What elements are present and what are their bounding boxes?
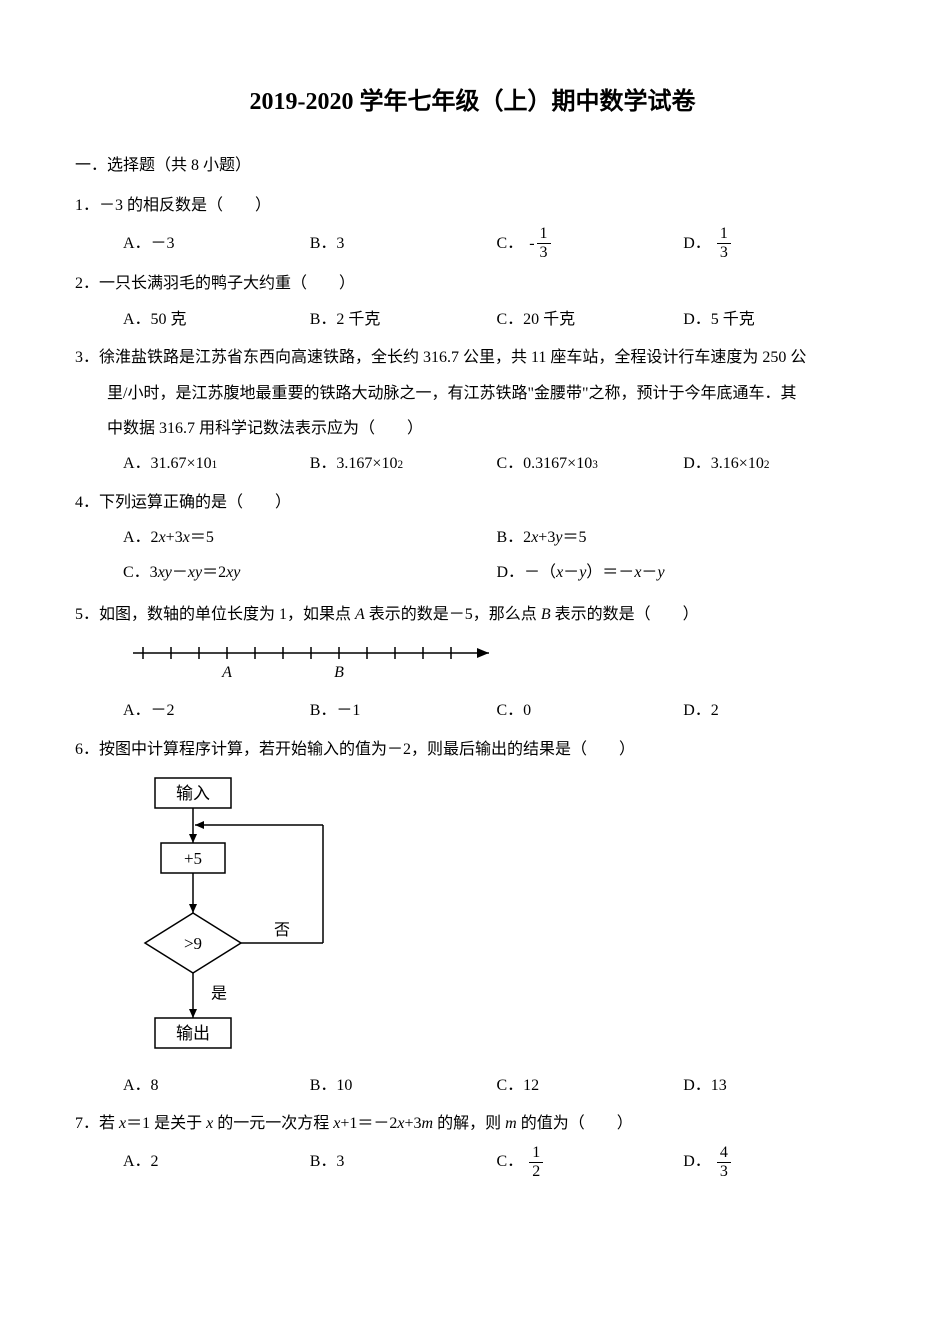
svg-text:A: A [221,664,232,681]
q7-opt-b: B．3 [310,1147,497,1177]
q6-stem: 6．按图中计算程序计算，若开始输入的值为－2，则最后输出的结果是（ ） [75,735,870,765]
q7-opt-c: C． 1 2 [497,1145,684,1180]
q3-opt-b: B．3.167×102 [310,449,497,479]
question-5: 5．如图，数轴的单位长度为 1，如果点 A 表示的数是－5，那么点 B 表示的数… [75,600,870,727]
question-1: 1．－3 的相反数是（ ） A．－3 B．3 C． - 1 3 D． 1 3 [75,191,870,261]
question-6: 6．按图中计算程序计算，若开始输入的值为－2，则最后输出的结果是（ ） 输入 +5… [75,735,870,1102]
q6-opt-b: B．10 [310,1071,497,1101]
q7-opt-a: A．2 [123,1147,310,1177]
q2-opt-c: C．20 千克 [497,305,684,335]
q5-opt-c: C．0 [497,696,684,726]
q1-d-label: D． [683,229,711,259]
q3-a-text: A．31.67×10 [123,449,212,479]
q5-stem: 5．如图，数轴的单位长度为 1，如果点 A 表示的数是－5，那么点 B 表示的数… [75,600,870,630]
q3-options: A．31.67×101 B．3.167×102 C．0.3167×103 D．3… [75,449,870,479]
numerator: 1 [717,226,731,244]
q6-opt-d: D．13 [683,1071,870,1101]
numerator: 1 [537,226,551,244]
q1-stem: 1．－3 的相反数是（ ） [75,191,870,221]
denominator: 2 [529,1163,543,1180]
denominator: 3 [537,244,551,261]
svg-text:输出: 输出 [176,1024,210,1043]
numerator: 1 [529,1145,543,1163]
q3-opt-d: D．3.16×102 [683,449,870,479]
q7-d-label: D． [683,1147,711,1177]
q4-opt-b: B．2x+3y＝5 [497,523,871,553]
q1-options: A．－3 B．3 C． - 1 3 D． 1 3 [75,226,870,261]
q6-options: A．8 B．10 C．12 D．13 [75,1071,870,1101]
svg-text:B: B [334,664,344,681]
q4-opt-c: C．3xy－xy＝2xy [123,558,497,588]
q1-opt-c: C． - 1 3 [497,226,684,261]
svg-text:输入: 输入 [176,784,210,803]
q5-opt-d: D．2 [683,696,870,726]
fraction: 1 3 [717,226,731,261]
q3-stem-2: 里/小时，是江苏腹地最重要的铁路大动脉之一，有江苏铁路"金腰带"之称，预计于今年… [75,379,870,409]
q1-c-label: C． [497,229,524,259]
number-line-svg: AB [123,638,503,688]
q7-c-label: C． [497,1147,524,1177]
q5-opt-a: A．－2 [123,696,310,726]
fraction: 1 3 [537,226,551,261]
q4-opt-d: D．－（x－y）＝－x－y [497,558,871,588]
denominator: 3 [717,1163,731,1180]
q3-opt-a: A．31.67×101 [123,449,310,479]
exam-title: 2019-2020 学年七年级（上）期中数学试卷 [75,80,870,126]
q3-stem-3: 中数据 316.7 用科学记数法表示应为（ ） [75,414,870,444]
q5-options: A．－2 B．－1 C．0 D．2 [75,696,870,726]
numerator: 4 [717,1145,731,1163]
flowchart-svg: 输入 +5 >9 否是输出 [123,773,353,1063]
q3-b-text: B．3.167×10 [310,449,398,479]
q3-d-text: D．3.16×10 [683,449,764,479]
q7-opt-d: D． 4 3 [683,1145,870,1180]
section-heading: 一．选择题（共 8 小题） [75,151,870,181]
svg-text:是: 是 [211,986,227,1003]
minus-sign: - [529,229,534,259]
fraction: 4 3 [717,1145,731,1180]
q1-opt-b: B．3 [310,229,497,259]
q6-opt-a: A．8 [123,1071,310,1101]
q3-opt-c: C．0.3167×103 [497,449,684,479]
q1-opt-d: D． 1 3 [683,226,870,261]
q7-options: A．2 B．3 C． 1 2 D． 4 3 [75,1145,870,1180]
q6-figure: 输入 +5 >9 否是输出 [75,773,870,1063]
q6-opt-c: C．12 [497,1071,684,1101]
question-3: 3．徐淮盐铁路是江苏省东西向高速铁路，全长约 316.7 公里，共 11 座车站… [75,343,870,480]
svg-text:否: 否 [274,922,290,939]
denominator: 3 [717,244,731,261]
q3-c-text: C．0.3167×10 [497,449,593,479]
question-2: 2．一只长满羽毛的鸭子大约重（ ） A．50 克 B．2 千克 C．20 千克 … [75,269,870,335]
q2-opt-d: D．5 千克 [683,305,870,335]
q3-stem-1: 3．徐淮盐铁路是江苏省东西向高速铁路，全长约 316.7 公里，共 11 座车站… [75,343,870,373]
q5-figure: AB [75,638,870,688]
svg-text:>9: >9 [184,934,202,953]
q2-opt-b: B．2 千克 [310,305,497,335]
fraction: 1 2 [529,1145,543,1180]
q4-stem: 4．下列运算正确的是（ ） [75,488,870,518]
question-4: 4．下列运算正确的是（ ） A．2x+3x＝5 B．2x+3y＝5 C．3xy－… [75,488,870,592]
svg-text:+5: +5 [184,849,202,868]
q4-options: A．2x+3x＝5 B．2x+3y＝5 C．3xy－xy＝2xy D．－（x－y… [75,523,870,592]
q4-opt-a: A．2x+3x＝5 [123,523,497,553]
q2-stem: 2．一只长满羽毛的鸭子大约重（ ） [75,269,870,299]
q1-opt-a: A．－3 [123,229,310,259]
q5-opt-b: B．－1 [310,696,497,726]
q2-opt-a: A．50 克 [123,305,310,335]
q7-stem: 7．若 x＝1 是关于 x 的一元一次方程 x+1＝－2x+3m 的解，则 m … [75,1109,870,1139]
question-7: 7．若 x＝1 是关于 x 的一元一次方程 x+1＝－2x+3m 的解，则 m … [75,1109,870,1179]
q2-options: A．50 克 B．2 千克 C．20 千克 D．5 千克 [75,305,870,335]
